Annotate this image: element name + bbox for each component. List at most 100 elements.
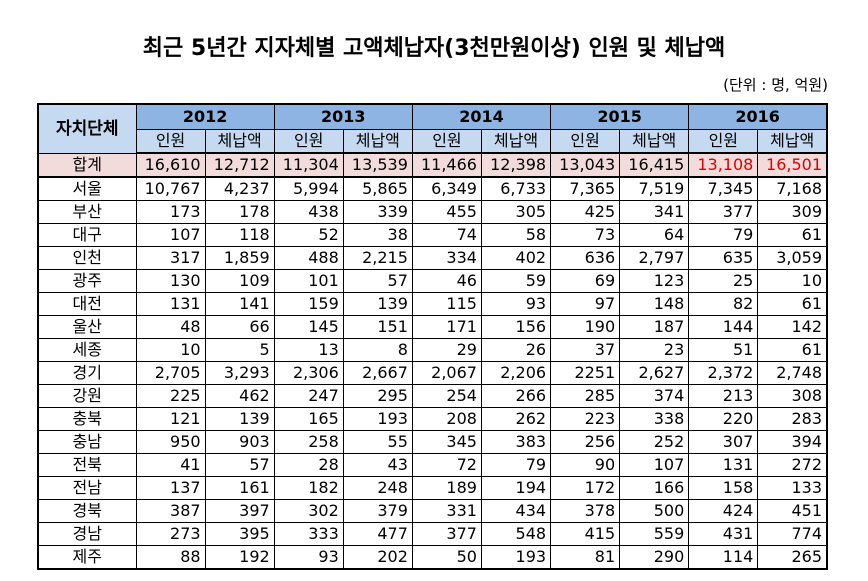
value-cell: 151 [342, 315, 413, 339]
value-cell: 172 [550, 476, 621, 500]
region-cell: 경기 [37, 361, 137, 385]
value-cell: 636 [550, 246, 621, 270]
sub-header: 인원 [550, 129, 621, 154]
region-cell: 전북 [37, 453, 137, 477]
value-cell: 7,365 [550, 176, 621, 201]
sub-header: 인원 [411, 129, 482, 154]
value-cell: 161 [204, 476, 275, 500]
value-cell: 159 [273, 292, 344, 316]
value-cell: 16,415 [619, 152, 690, 178]
value-cell: 2,797 [619, 246, 690, 270]
value-cell: 16,610 [135, 152, 206, 178]
value-cell: 387 [135, 499, 206, 523]
region-cell: 제주 [37, 545, 137, 570]
total-row: 합계 16,610 12,712 11,304 13,539 11,466 12,398 13… [37, 152, 828, 178]
value-cell: 283 [757, 407, 828, 431]
year-header: 2013 [273, 103, 413, 130]
region-row: 전남 137 161 182 248 189 194 172 166 158 133 [37, 476, 828, 500]
value-cell: 118 [204, 223, 275, 247]
sub-row: 인원 체납액 인원 체납액 인원 체납액 인원 체납액 인원 체납액 [38, 129, 828, 154]
value-cell: 8 [342, 338, 413, 362]
year-row: 자치단체 2012 2013 2014 2015 2016 [37, 103, 828, 154]
value-cell: 395 [204, 522, 275, 546]
value-cell: 23 [619, 338, 690, 362]
region-row: 충남 950 903 258 55 345 383 256 252 307 394 [37, 430, 828, 454]
value-cell: 187 [619, 315, 690, 339]
value-cell: 302 [273, 499, 344, 523]
value-cell: 451 [757, 499, 828, 523]
value-cell: 109 [204, 269, 275, 293]
value-cell: 402 [480, 246, 552, 270]
value-cell: 59 [480, 269, 552, 293]
value-cell: 13,043 [550, 152, 621, 178]
value-cell: 88 [135, 545, 206, 570]
value-cell: 58 [480, 223, 552, 247]
value-cell: 950 [135, 430, 206, 454]
value-cell: 223 [550, 407, 621, 431]
region-row: 제주 88 192 93 202 50 193 81 290 114 265 [37, 545, 828, 570]
value-cell: 500 [619, 499, 690, 523]
value-cell: 97 [550, 292, 621, 316]
region-cell: 경남 [37, 522, 137, 546]
value-cell: 462 [204, 384, 275, 408]
value-cell: 114 [688, 545, 759, 570]
value-cell: 273 [135, 522, 206, 546]
year-header: 2014 [411, 103, 552, 130]
region-row: 부산 173 178 438 339 455 305 425 341 377 309 [37, 200, 828, 224]
value-cell: 2,705 [135, 361, 206, 385]
value-cell: 477 [342, 522, 413, 546]
value-cell: 11,304 [273, 152, 344, 178]
value-cell: 121 [135, 407, 206, 431]
value-cell: 61 [757, 292, 828, 316]
value-cell: 26 [480, 338, 552, 362]
value-cell: 193 [480, 545, 552, 570]
value-cell: 61 [757, 338, 828, 362]
value-cell: 333 [273, 522, 344, 546]
region-cell: 강원 [37, 384, 137, 408]
value-cell: 317 [135, 246, 206, 270]
value-cell: 548 [480, 522, 552, 546]
value-cell: 93 [273, 545, 344, 570]
value-cell: 73 [550, 223, 621, 247]
value-cell: 374 [619, 384, 690, 408]
value-cell: 252 [619, 430, 690, 454]
value-cell: 309 [757, 200, 828, 224]
value-cell: 5,994 [273, 176, 344, 201]
value-cell: 131 [135, 292, 206, 316]
value-cell: 3,293 [204, 361, 275, 385]
region-cell: 인천 [37, 246, 137, 270]
value-cell: 148 [619, 292, 690, 316]
value-cell: 193 [342, 407, 413, 431]
value-cell: 424 [688, 499, 759, 523]
value-cell: 137 [135, 476, 206, 500]
value-cell: 248 [342, 476, 413, 500]
value-cell: 7,168 [757, 176, 828, 201]
value-cell: 13 [273, 338, 344, 362]
sub-header: 체납액 [480, 129, 552, 154]
value-cell: 258 [273, 430, 344, 454]
value-cell: 6,733 [480, 176, 552, 201]
value-cell: 51 [688, 338, 759, 362]
table-body: 합계 16,610 12,712 11,304 13,539 11,466 12,398 13… [37, 152, 828, 570]
value-cell: 43 [342, 453, 413, 477]
value-cell: 52 [273, 223, 344, 247]
value-cell: 141 [204, 292, 275, 316]
value-cell: 903 [204, 430, 275, 454]
sub-header: 체납액 [204, 129, 275, 154]
region-row: 경남 273 395 333 477 377 548 415 559 431 774 [37, 522, 828, 546]
year-header: 2016 [688, 103, 828, 130]
value-cell: 341 [619, 200, 690, 224]
value-cell: 202 [342, 545, 413, 570]
value-cell: 379 [342, 499, 413, 523]
value-cell: 25 [688, 269, 759, 293]
value-cell: 171 [411, 315, 482, 339]
value-cell: 48 [135, 315, 206, 339]
value-cell: 190 [550, 315, 621, 339]
value-cell: 7,519 [619, 176, 690, 201]
value-cell: 290 [619, 545, 690, 570]
unit-note: (단위 : 명, 억원) [723, 76, 828, 94]
value-cell: 2251 [550, 361, 621, 385]
region-row: 대전 131 141 159 139 115 93 97 148 82 61 [37, 292, 828, 316]
value-cell: 10 [757, 269, 828, 293]
